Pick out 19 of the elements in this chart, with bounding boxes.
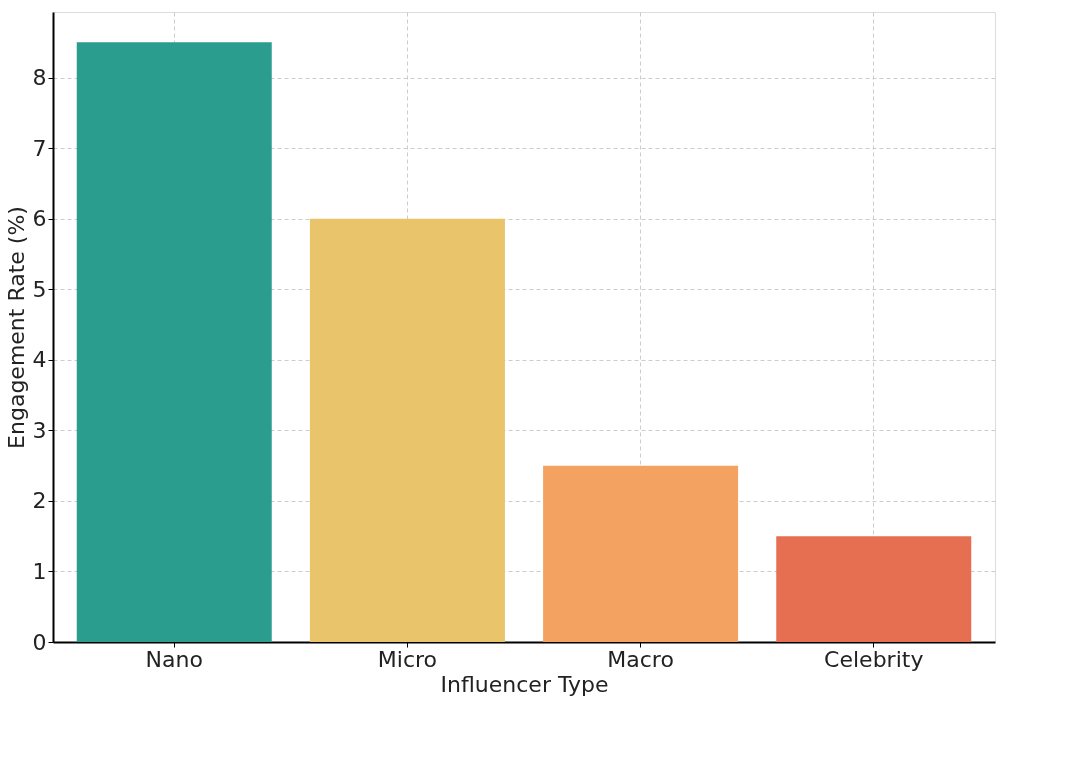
x-axis-title: Influencer Type [440,671,609,697]
y-tick-label: 8 [32,65,47,91]
x-tick-label: Macro [607,646,674,672]
bar [76,42,272,642]
y-tick-label: 1 [32,558,47,584]
y-tick-label: 7 [32,135,47,161]
x-tick-label: Celebrity [824,646,924,672]
y-axis-title: Engagement Rate (%) [3,206,29,449]
y-tick-label: 4 [32,347,47,373]
y-tick-label: 3 [32,417,47,443]
y-tick-label: 6 [32,206,47,232]
y-tick-label: 0 [32,629,47,655]
bar [543,465,739,642]
bar [309,218,505,642]
bar [776,536,972,642]
y-tick-label: 2 [32,488,47,514]
x-tick-label: Nano [145,646,203,672]
x-tick-label: Micro [377,646,438,672]
y-tick-label: 5 [32,276,47,302]
